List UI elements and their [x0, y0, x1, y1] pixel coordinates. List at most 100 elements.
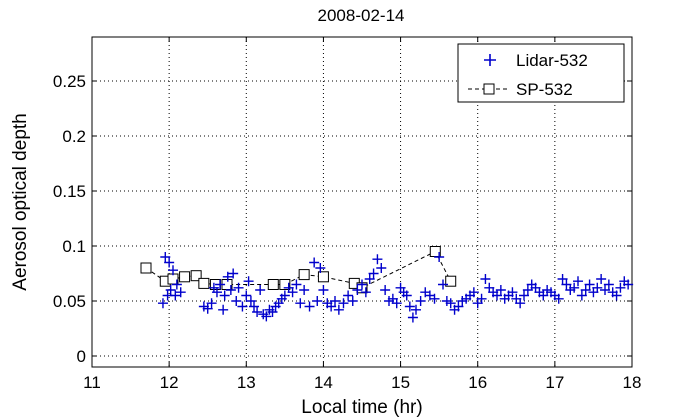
plot-area: [91, 36, 633, 368]
lidar-532-point: [219, 290, 230, 301]
x-tick-label: 14: [314, 373, 333, 392]
lidar-532-point: [357, 279, 367, 290]
lidar-532-point: [225, 285, 236, 295]
x-tick-label: 16: [468, 373, 487, 392]
y-tick-label: 0.1: [62, 237, 86, 256]
lidar-532-point: [287, 287, 298, 298]
legend-marker-square-icon: [483, 83, 495, 95]
y-tick-label: 0.05: [53, 292, 86, 311]
sp-532-point: [140, 262, 152, 274]
lidar-532-point: [171, 279, 182, 290]
sp-532-point: [279, 279, 291, 290]
lidar-532-point: [404, 301, 415, 312]
lidar-532-point: [434, 252, 445, 262]
lidar-532-point: [233, 282, 244, 293]
lidar-532-point: [237, 301, 248, 312]
lidar-532-point: [407, 312, 418, 323]
lidar-532-point: [231, 296, 242, 306]
y-axis: 0 0.05 0.1 0.15 0.2 0.25: [53, 72, 632, 366]
lidar-532-point: [170, 290, 181, 301]
lidar-532-point: [623, 279, 634, 290]
lidar-532-point: [243, 276, 254, 287]
lidar-532-point: [241, 290, 252, 301]
lidar-532-point: [538, 290, 549, 301]
lidar-532-point: [291, 279, 302, 290]
lidar-532-point: [333, 304, 344, 315]
lidar-532-point: [492, 290, 502, 301]
lidar-532-point: [391, 298, 402, 309]
lidar-532-point: [211, 287, 222, 298]
legend-item-sp-532: SP-532: [468, 80, 573, 99]
lidar-532-point: [168, 265, 178, 276]
lidar-532-point: [615, 282, 626, 293]
y-tick-label: 0.2: [62, 127, 86, 146]
sp-532-line: [145, 250, 452, 289]
lidar-532-point: [611, 290, 622, 301]
lidar-532-point: [401, 290, 412, 301]
lidar-532-point: [228, 268, 239, 279]
lidar-532-point: [160, 252, 171, 262]
lidar-532-point: [326, 301, 337, 312]
lidar-532-point: [468, 287, 479, 298]
sp-532-point: [179, 271, 191, 283]
series-sp-532: [140, 246, 457, 294]
lidar-532-point: [164, 257, 175, 268]
lidar-532-point: [299, 285, 310, 295]
lidar-532-point: [309, 257, 320, 268]
lidar-532-point: [507, 287, 518, 298]
lidar-532-point: [561, 279, 572, 290]
lidar-532-point: [495, 285, 506, 295]
lidar-532-point: [261, 311, 272, 322]
y-tick-label: 0: [77, 347, 86, 366]
lidar-532-point: [347, 296, 358, 306]
lidar-532-point: [267, 307, 278, 317]
lidar-532-point: [576, 290, 587, 301]
x-tick-label: 17: [545, 373, 564, 392]
lidar-532-point: [376, 263, 387, 273]
legend-item-lidar-532: Lidar-532: [484, 51, 588, 70]
lidar-532-point: [584, 279, 595, 290]
sp-532-point: [298, 269, 310, 281]
lidar-532-point: [157, 298, 168, 309]
lidar-532-point: [343, 290, 354, 301]
lidar-532-point: [569, 282, 580, 293]
lidar-532-point: [557, 274, 568, 284]
legend-plus-shape: [484, 54, 496, 66]
legend-marker-plus-icon: [484, 54, 496, 66]
x-tick-label: 12: [160, 373, 179, 392]
x-tick-label: 18: [623, 373, 642, 392]
lidar-532-point: [603, 279, 614, 290]
lidar-532-point: [330, 296, 340, 306]
lidar-532-point: [312, 296, 323, 306]
x-tick-label: 11: [83, 373, 101, 392]
legend-label-sp-532: SP-532: [516, 80, 573, 99]
lidar-532-point: [304, 301, 315, 312]
lidar-532-point: [279, 290, 290, 301]
lidar-532-point: [553, 293, 564, 304]
lidar-532-point: [522, 285, 533, 295]
x-tick-label: 15: [391, 373, 410, 392]
y-axis-title: Aerosol optical depth: [10, 113, 31, 290]
lidar-532-point: [596, 274, 607, 284]
lidar-532-point: [175, 287, 186, 298]
lidar-532-point: [352, 285, 363, 295]
lidar-532-point: [295, 298, 306, 309]
lidar-532-point: [252, 307, 263, 317]
lidar-532-point: [592, 282, 603, 293]
lidar-532-point: [218, 304, 229, 315]
lidar-532-point: [202, 303, 213, 314]
lidar-532-point: [380, 285, 391, 295]
lidar-532-point: [245, 296, 256, 306]
lidar-532-point: [480, 274, 491, 284]
lidar-532-point: [368, 268, 379, 279]
lidar-532-point: [411, 304, 421, 315]
chart-title: 2008-02-14: [318, 6, 405, 25]
lidar-532-point: [415, 296, 426, 306]
lidar-532-point: [519, 290, 529, 301]
legend: Lidar-532 SP-532: [457, 43, 625, 103]
lidar-532-point: [215, 279, 226, 290]
sp-532-point: [267, 279, 279, 290]
x-tick-label: 13: [237, 373, 256, 392]
lidar-532-point: [360, 287, 371, 298]
